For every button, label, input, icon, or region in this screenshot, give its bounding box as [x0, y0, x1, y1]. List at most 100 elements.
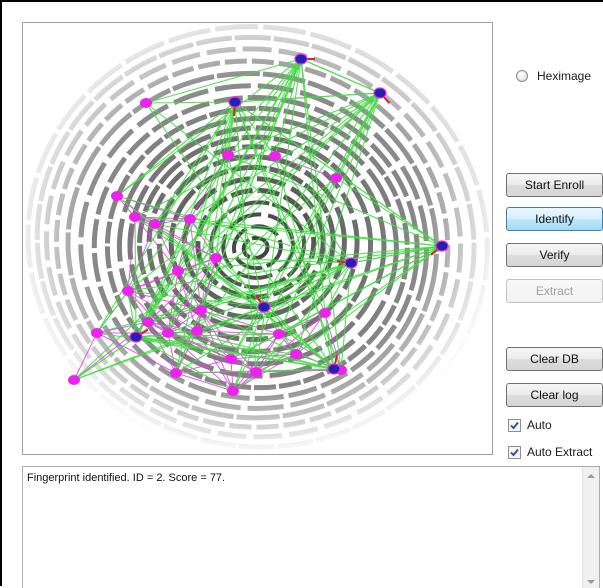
minutiae-overlay	[68, 53, 449, 396]
heximage-label: Heximage	[537, 69, 592, 83]
match-edge	[135, 177, 337, 338]
match-edge	[96, 332, 177, 374]
match-edge	[295, 245, 443, 355]
match-edge	[232, 333, 280, 392]
auto-extract-checkbox[interactable]	[508, 445, 521, 459]
match-edge	[127, 290, 202, 311]
probe-minutia	[142, 317, 154, 327]
match-edge	[335, 177, 443, 247]
log-line: Fingerprint identified. ID = 2. Score = …	[27, 472, 226, 484]
match-edge	[232, 245, 443, 392]
match-edge	[324, 312, 335, 370]
template-minutia	[373, 87, 387, 99]
auto-extract-option[interactable]: Auto Extract	[508, 445, 592, 459]
match-edge	[175, 58, 302, 374]
start-enroll-button[interactable]: Start Enroll	[506, 173, 603, 197]
probe-minutia	[149, 219, 161, 229]
match-edge	[200, 309, 280, 335]
template-minutia	[228, 96, 242, 108]
probe-minutia	[195, 305, 207, 315]
match-edge	[145, 101, 236, 104]
probe-minutia	[222, 150, 234, 160]
match-edge	[135, 336, 234, 392]
match-edge	[116, 58, 302, 197]
match-edge	[274, 155, 337, 179]
match-edge	[234, 101, 342, 371]
match-edge	[234, 101, 276, 157]
match-edge	[154, 223, 335, 370]
match-edge	[116, 195, 352, 264]
clear-db-button[interactable]: Clear DB	[506, 347, 603, 371]
fingerprint-canvas	[23, 23, 492, 454]
match-edge	[255, 312, 326, 373]
match-edge	[135, 336, 335, 370]
probe-minutia	[170, 368, 182, 378]
heximage-option[interactable]: Heximage	[516, 68, 591, 84]
match-edge	[189, 92, 381, 220]
match-edge	[189, 218, 265, 308]
match-edge	[167, 270, 179, 334]
match-edge	[215, 257, 335, 370]
match-edge	[135, 336, 232, 360]
match-edge	[73, 336, 137, 381]
match-edge	[278, 92, 381, 335]
probe-minutia	[330, 173, 342, 183]
match-edge	[167, 262, 352, 334]
probe-minutia	[290, 349, 302, 359]
log-scrollbar[interactable]	[582, 467, 599, 588]
match-edge	[167, 101, 236, 334]
match-edge	[96, 101, 236, 334]
match-edge	[263, 262, 352, 308]
match-edge	[154, 101, 236, 225]
match-edge	[145, 102, 335, 370]
log-textbox[interactable]: Fingerprint identified. ID = 2. Score = …	[22, 466, 600, 588]
match-edge	[135, 154, 229, 338]
auto-checkbox[interactable]	[508, 418, 521, 432]
probe-minutia	[140, 98, 152, 108]
match-edge	[200, 101, 236, 311]
match-edge	[227, 154, 265, 308]
match-edge	[96, 262, 352, 334]
probe-minutia	[111, 191, 123, 201]
match-edge	[324, 262, 352, 314]
verify-button[interactable]: Verify	[506, 243, 603, 267]
scroll-up-icon[interactable]	[587, 474, 595, 478]
probe-minutia	[172, 266, 184, 276]
match-edge	[167, 309, 202, 334]
auto-option[interactable]: Auto	[508, 418, 552, 432]
identify-button[interactable]: Identify	[506, 207, 603, 231]
clear-log-button[interactable]: Clear log	[506, 383, 603, 407]
match-edge	[350, 245, 443, 264]
probe-minutia	[191, 326, 203, 336]
match-edge	[324, 312, 342, 371]
extract-button[interactable]: Extract	[506, 279, 603, 303]
match-edge	[127, 290, 265, 308]
match-edge	[200, 309, 335, 370]
checkmark-icon	[510, 448, 519, 456]
auto-extract-label: Auto Extract	[527, 445, 593, 459]
checkmark-icon	[510, 421, 519, 429]
match-edge	[274, 58, 302, 157]
match-edge	[234, 101, 257, 373]
probe-minutia	[227, 386, 239, 396]
match-edge	[227, 154, 276, 157]
match-edge	[135, 58, 302, 338]
match-edge	[177, 270, 198, 332]
probe-minutia	[129, 212, 141, 222]
probe-minutia	[162, 328, 174, 338]
match-edge	[278, 245, 443, 335]
template-minutia	[129, 331, 143, 343]
match-edge	[167, 332, 177, 374]
probe-minutia	[68, 375, 80, 385]
match-edge	[234, 92, 381, 103]
match-edge	[232, 92, 381, 392]
match-edge	[177, 92, 381, 272]
probe-minutia	[122, 286, 134, 296]
match-edge	[227, 154, 443, 247]
scroll-down-icon[interactable]	[587, 580, 595, 584]
heximage-radio[interactable]	[516, 70, 528, 82]
match-edge	[263, 306, 335, 370]
fingerprint-preview	[22, 22, 493, 455]
template-minutia	[294, 53, 308, 65]
